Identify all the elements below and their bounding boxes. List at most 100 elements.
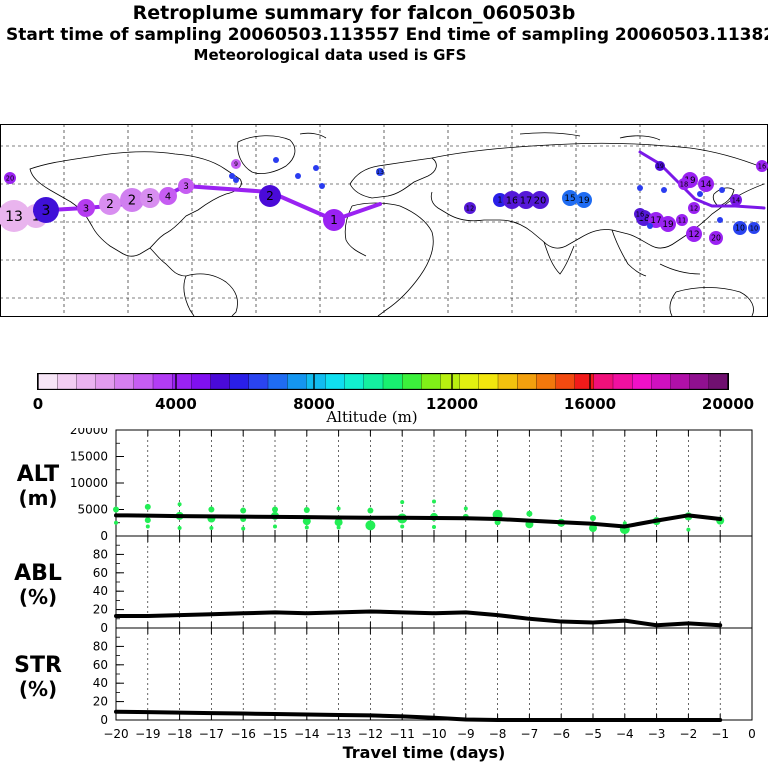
y-tick-label: 10000	[70, 476, 108, 490]
x-tick-label: −6	[552, 727, 570, 741]
colorbar-cell	[517, 373, 537, 390]
colorbar-cell	[287, 373, 307, 390]
map-small-marker	[647, 223, 653, 229]
map-cluster-label: 18	[638, 214, 649, 224]
x-tick-label: −17	[199, 727, 224, 741]
arctic-islands	[299, 132, 661, 141]
panel-unit: (m)	[18, 486, 57, 510]
map-cluster-label: 18	[680, 180, 688, 188]
cluster-point	[368, 526, 373, 531]
map-small-marker	[697, 191, 703, 197]
europe-coast	[349, 157, 437, 199]
colorbar-cell	[440, 373, 461, 390]
map-cluster-marker	[159, 187, 177, 205]
colorbar-cell	[421, 373, 442, 390]
map-cluster-label: 9	[234, 161, 238, 168]
panel-str: 80 60 40 20 0 STR(%)	[14, 627, 753, 727]
colorbar-cell	[57, 373, 77, 390]
x-tick-label: −2	[680, 727, 698, 741]
map-cluster-marker	[709, 231, 723, 245]
map-cluster-marker	[99, 193, 121, 215]
map-cluster-marker	[634, 208, 646, 220]
y-tick-label: 40	[93, 676, 108, 690]
cluster-point	[303, 507, 310, 514]
cluster-point	[177, 526, 182, 531]
panel-unit: (%)	[19, 677, 57, 701]
cluster-point	[144, 503, 151, 510]
map-cluster-label: 10	[750, 224, 758, 232]
colorbar-cell	[95, 373, 116, 390]
panel-unit: (%)	[19, 585, 57, 609]
colorbar-cell	[536, 373, 557, 390]
map-cluster-label: 19	[662, 220, 673, 230]
cluster-point	[400, 524, 405, 529]
colorbar-cell	[248, 373, 269, 390]
map-cluster-marker	[4, 172, 16, 184]
colorbar-cell	[229, 373, 250, 390]
central-america-coast	[149, 247, 187, 277]
map-cluster-label: 3	[83, 203, 89, 214]
map-cluster-label: 5	[147, 192, 154, 205]
colorbar-cell	[593, 373, 614, 390]
colorbar-tick-label: 4000	[155, 395, 197, 413]
map-cluster-marker	[678, 178, 690, 190]
map-small-marker	[717, 217, 723, 223]
colorbar-cell	[172, 373, 192, 390]
x-tick-label: −9	[457, 727, 475, 741]
map-cluster-label: 16	[506, 195, 519, 206]
abl-line	[114, 609, 723, 628]
map-cluster-marker	[231, 159, 241, 169]
map-cluster-marker	[376, 168, 384, 176]
x-tick-label: −5	[584, 727, 602, 741]
x-tick-label: −1	[711, 727, 729, 741]
x-tick-label: 0	[748, 727, 756, 741]
colorbar-tick-label: 8000	[293, 395, 335, 413]
colorbar-cell	[612, 373, 633, 390]
map-cluster-marker	[676, 214, 688, 226]
x-tick-label: −10	[421, 727, 446, 741]
x-tick-label: −18	[167, 727, 192, 741]
colorbar-cell	[152, 373, 173, 390]
colorbar-cell	[76, 373, 97, 390]
cluster-point	[208, 506, 215, 513]
map-cluster-marker	[503, 191, 521, 209]
asia-coast	[430, 142, 765, 249]
map-cluster-label: 3	[183, 182, 189, 192]
panel-alt: 20000 15000 10000 5000 0 ALT(m)	[17, 428, 753, 543]
map-cluster-marker	[493, 193, 507, 207]
map-cluster-marker	[323, 209, 345, 231]
colorbar-cell	[382, 373, 403, 390]
colorbar-cell	[555, 373, 576, 390]
map-cluster-label: 1	[498, 196, 503, 205]
cluster-point	[273, 524, 277, 529]
cluster-point	[686, 527, 691, 532]
map-cluster-label: 17	[520, 195, 533, 206]
map-small-marker	[319, 183, 325, 189]
panel-label: ABL	[14, 561, 62, 586]
colorbar-cell	[651, 373, 672, 390]
map-cluster-label: 13	[376, 169, 384, 176]
cluster-point	[304, 525, 309, 530]
x-tick-label: −11	[390, 727, 415, 741]
map-cluster-label: 19	[684, 176, 695, 186]
colorbar-label: Altitude (m)	[325, 408, 417, 426]
india-coast	[543, 241, 575, 275]
colorbar-cell	[37, 373, 58, 390]
map-cluster-marker	[688, 202, 700, 214]
south-america-coast	[183, 273, 238, 317]
map-cluster-marker	[733, 221, 747, 235]
cluster-point	[365, 520, 376, 531]
map-cluster-marker	[178, 178, 194, 194]
map-cluster-marker	[0, 200, 30, 232]
colorbar-cell	[344, 373, 365, 390]
map-cluster-label: 19	[578, 196, 589, 206]
chart-title: Retroplume summary for falcon_060503b	[132, 2, 576, 24]
cluster-point	[334, 518, 343, 527]
x-tick-label: −7	[521, 727, 539, 741]
colorbar-tick-label: 0	[33, 395, 43, 413]
map-cluster-label: 17	[650, 216, 661, 226]
y-tick-label: 80	[93, 639, 108, 653]
map-cluster-marker	[686, 226, 702, 242]
map-cluster-label: 10	[735, 224, 745, 233]
map-cluster-label: 14	[700, 180, 712, 190]
